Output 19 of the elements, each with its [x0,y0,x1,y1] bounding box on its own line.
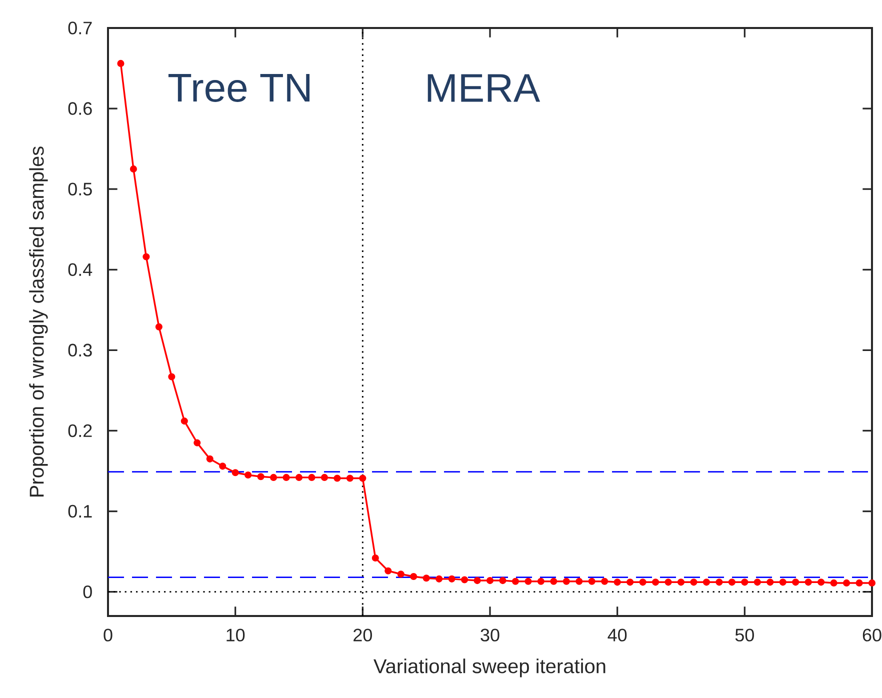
y-tick-label: 0.6 [68,102,92,115]
y-tick-label: 0.7 [68,22,92,34]
y-tick-label: 0.5 [68,182,92,196]
y-tick-label: 0.4 [68,263,92,276]
x-tick-label: 10 [226,628,245,642]
y-tick-label: 0 [83,585,92,598]
x-tick-label: 60 [862,628,882,642]
y-axis-title: Proportion of wrongly classfied samples [29,146,48,497]
x-tick-label: 50 [735,628,754,642]
y-tick-label: 0.1 [68,504,92,518]
annotation: MERA [428,74,540,102]
y-tick-label: 0.2 [68,424,92,438]
x-tick-label: 30 [480,628,500,642]
y-tick-label: 0.3 [68,344,92,357]
x-axis-title: Variational sweep iteration [374,658,606,678]
x-tick-label: 40 [608,628,627,642]
x-tick-label: 0 [104,628,112,642]
annotation: Tree TN [168,74,310,102]
x-tick-label: 20 [354,628,372,642]
